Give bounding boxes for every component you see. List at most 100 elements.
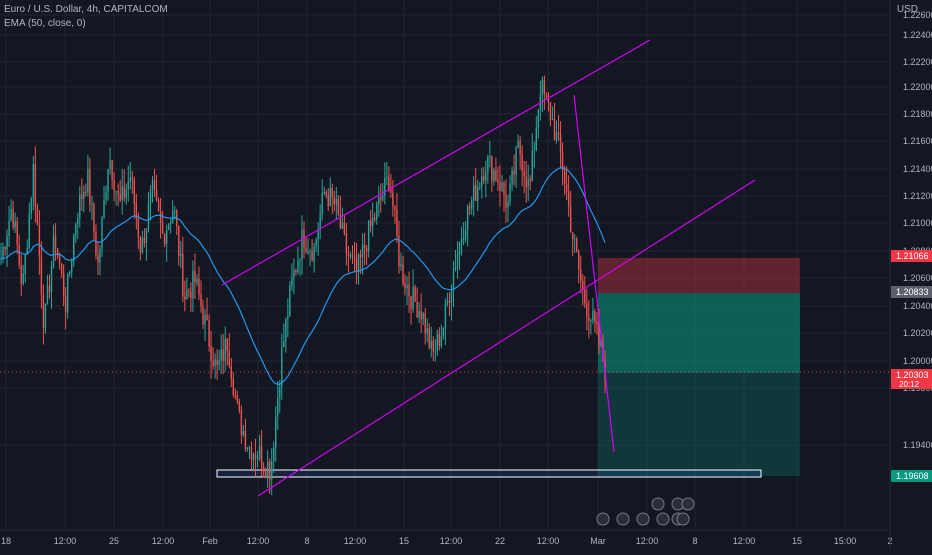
candle-body[interactable] xyxy=(153,180,156,190)
candle-body[interactable] xyxy=(119,193,121,201)
candle-body[interactable] xyxy=(222,349,224,361)
candle-body[interactable] xyxy=(214,359,216,366)
candle-body[interactable] xyxy=(361,244,364,258)
candle-body[interactable] xyxy=(357,254,360,272)
candle-body[interactable] xyxy=(523,171,525,177)
candle-body[interactable] xyxy=(131,177,134,180)
candle-body[interactable] xyxy=(264,468,267,477)
candle-body[interactable] xyxy=(121,186,123,201)
candle-body[interactable] xyxy=(24,254,26,274)
candle-body[interactable] xyxy=(79,194,81,219)
candle-body[interactable] xyxy=(388,176,390,190)
candle-body[interactable] xyxy=(246,448,249,450)
candle-body[interactable] xyxy=(517,140,519,148)
candle-body[interactable] xyxy=(275,416,277,448)
candle-body[interactable] xyxy=(307,251,309,253)
candle-body[interactable] xyxy=(123,186,125,198)
candle-body[interactable] xyxy=(81,194,83,199)
candle-body[interactable] xyxy=(54,235,57,249)
candle-body[interactable] xyxy=(525,176,527,187)
candle-body[interactable] xyxy=(208,320,210,346)
candle-body[interactable] xyxy=(95,232,97,256)
price-label-text[interactable]: 1.21066 xyxy=(896,251,929,261)
candle-body[interactable] xyxy=(283,341,285,348)
candle-body[interactable] xyxy=(513,170,515,175)
candle-body[interactable] xyxy=(584,289,586,304)
candle-body[interactable] xyxy=(137,218,140,238)
candle-body[interactable] xyxy=(234,394,237,396)
time-tick-label[interactable]: 12:00 xyxy=(54,536,77,546)
candle-body[interactable] xyxy=(212,360,214,366)
candle-body[interactable] xyxy=(580,269,582,281)
candle-body[interactable] xyxy=(485,172,487,181)
candle-body[interactable] xyxy=(600,341,602,346)
candle-body[interactable] xyxy=(327,195,329,207)
candle-body[interactable] xyxy=(509,183,511,202)
price-tick-label[interactable]: 1.20200 xyxy=(903,328,932,338)
candle-body[interactable] xyxy=(555,132,558,140)
candle-body[interactable] xyxy=(396,209,398,236)
time-tick-label[interactable]: 12:00 xyxy=(636,536,659,546)
candle-body[interactable] xyxy=(220,349,222,361)
candle-body[interactable] xyxy=(113,180,115,192)
candle-body[interactable] xyxy=(103,199,105,218)
candle-body[interactable] xyxy=(50,266,53,292)
candle-body[interactable] xyxy=(402,263,404,284)
candle-body[interactable] xyxy=(97,255,99,263)
candle-body[interactable] xyxy=(77,218,79,225)
candle-body[interactable] xyxy=(4,247,6,250)
candle-body[interactable] xyxy=(242,431,245,436)
candle-body[interactable] xyxy=(475,185,477,202)
candle-body[interactable] xyxy=(535,128,538,150)
price-label-box[interactable] xyxy=(891,250,932,262)
candle-body[interactable] xyxy=(450,289,453,303)
candle-body[interactable] xyxy=(418,310,420,318)
candle-body[interactable] xyxy=(289,285,291,317)
candle-body[interactable] xyxy=(553,119,556,140)
candle-body[interactable] xyxy=(491,156,493,182)
candle-body[interactable] xyxy=(551,119,554,121)
candle-body[interactable] xyxy=(192,270,194,299)
eu-flag-icon[interactable] xyxy=(636,512,650,526)
candle-body[interactable] xyxy=(151,180,154,190)
candle-body[interactable] xyxy=(339,213,342,228)
candle-body[interactable] xyxy=(38,225,41,257)
us-flag-icon[interactable] xyxy=(616,512,630,526)
price-label-box[interactable] xyxy=(891,470,932,482)
support-zone[interactable] xyxy=(216,469,762,478)
candle-body[interactable] xyxy=(436,333,439,352)
candle-body[interactable] xyxy=(398,235,400,267)
candle-body[interactable] xyxy=(497,179,499,183)
candle-body[interactable] xyxy=(202,306,204,325)
candle-body[interactable] xyxy=(20,265,22,285)
candle-body[interactable] xyxy=(533,149,535,152)
currency-label[interactable]: USD xyxy=(896,4,918,15)
time-tick-label[interactable]: 25 xyxy=(109,536,119,546)
candle-body[interactable] xyxy=(545,93,548,95)
candle-body[interactable] xyxy=(452,269,455,290)
candle-body[interactable] xyxy=(464,230,467,239)
candle-body[interactable] xyxy=(590,320,592,322)
candle-body[interactable] xyxy=(248,447,251,449)
candle-body[interactable] xyxy=(428,328,430,349)
candle-body[interactable] xyxy=(537,109,540,129)
take-profit-zone[interactable] xyxy=(598,293,800,373)
candle-body[interactable] xyxy=(329,187,331,207)
candle-body[interactable] xyxy=(462,238,465,240)
candle-body[interactable] xyxy=(143,237,146,244)
time-tick-label[interactable]: Feb xyxy=(202,536,218,546)
candle-body[interactable] xyxy=(159,211,162,223)
time-tick-label[interactable]: 15 xyxy=(792,536,802,546)
candle-body[interactable] xyxy=(549,102,552,120)
candle-body[interactable] xyxy=(163,233,166,244)
price-tick-label[interactable]: 1.22200 xyxy=(903,57,932,67)
candle-body[interactable] xyxy=(83,191,85,199)
candle-body[interactable] xyxy=(432,340,434,352)
candle-body[interactable] xyxy=(573,238,576,240)
candle-body[interactable] xyxy=(85,191,87,193)
candle-body[interactable] xyxy=(44,303,47,328)
candle-body[interactable] xyxy=(99,248,101,263)
candle-body[interactable] xyxy=(182,253,184,297)
price-tick-label[interactable]: 1.21800 xyxy=(903,109,932,119)
candle-body[interactable] xyxy=(392,192,394,207)
